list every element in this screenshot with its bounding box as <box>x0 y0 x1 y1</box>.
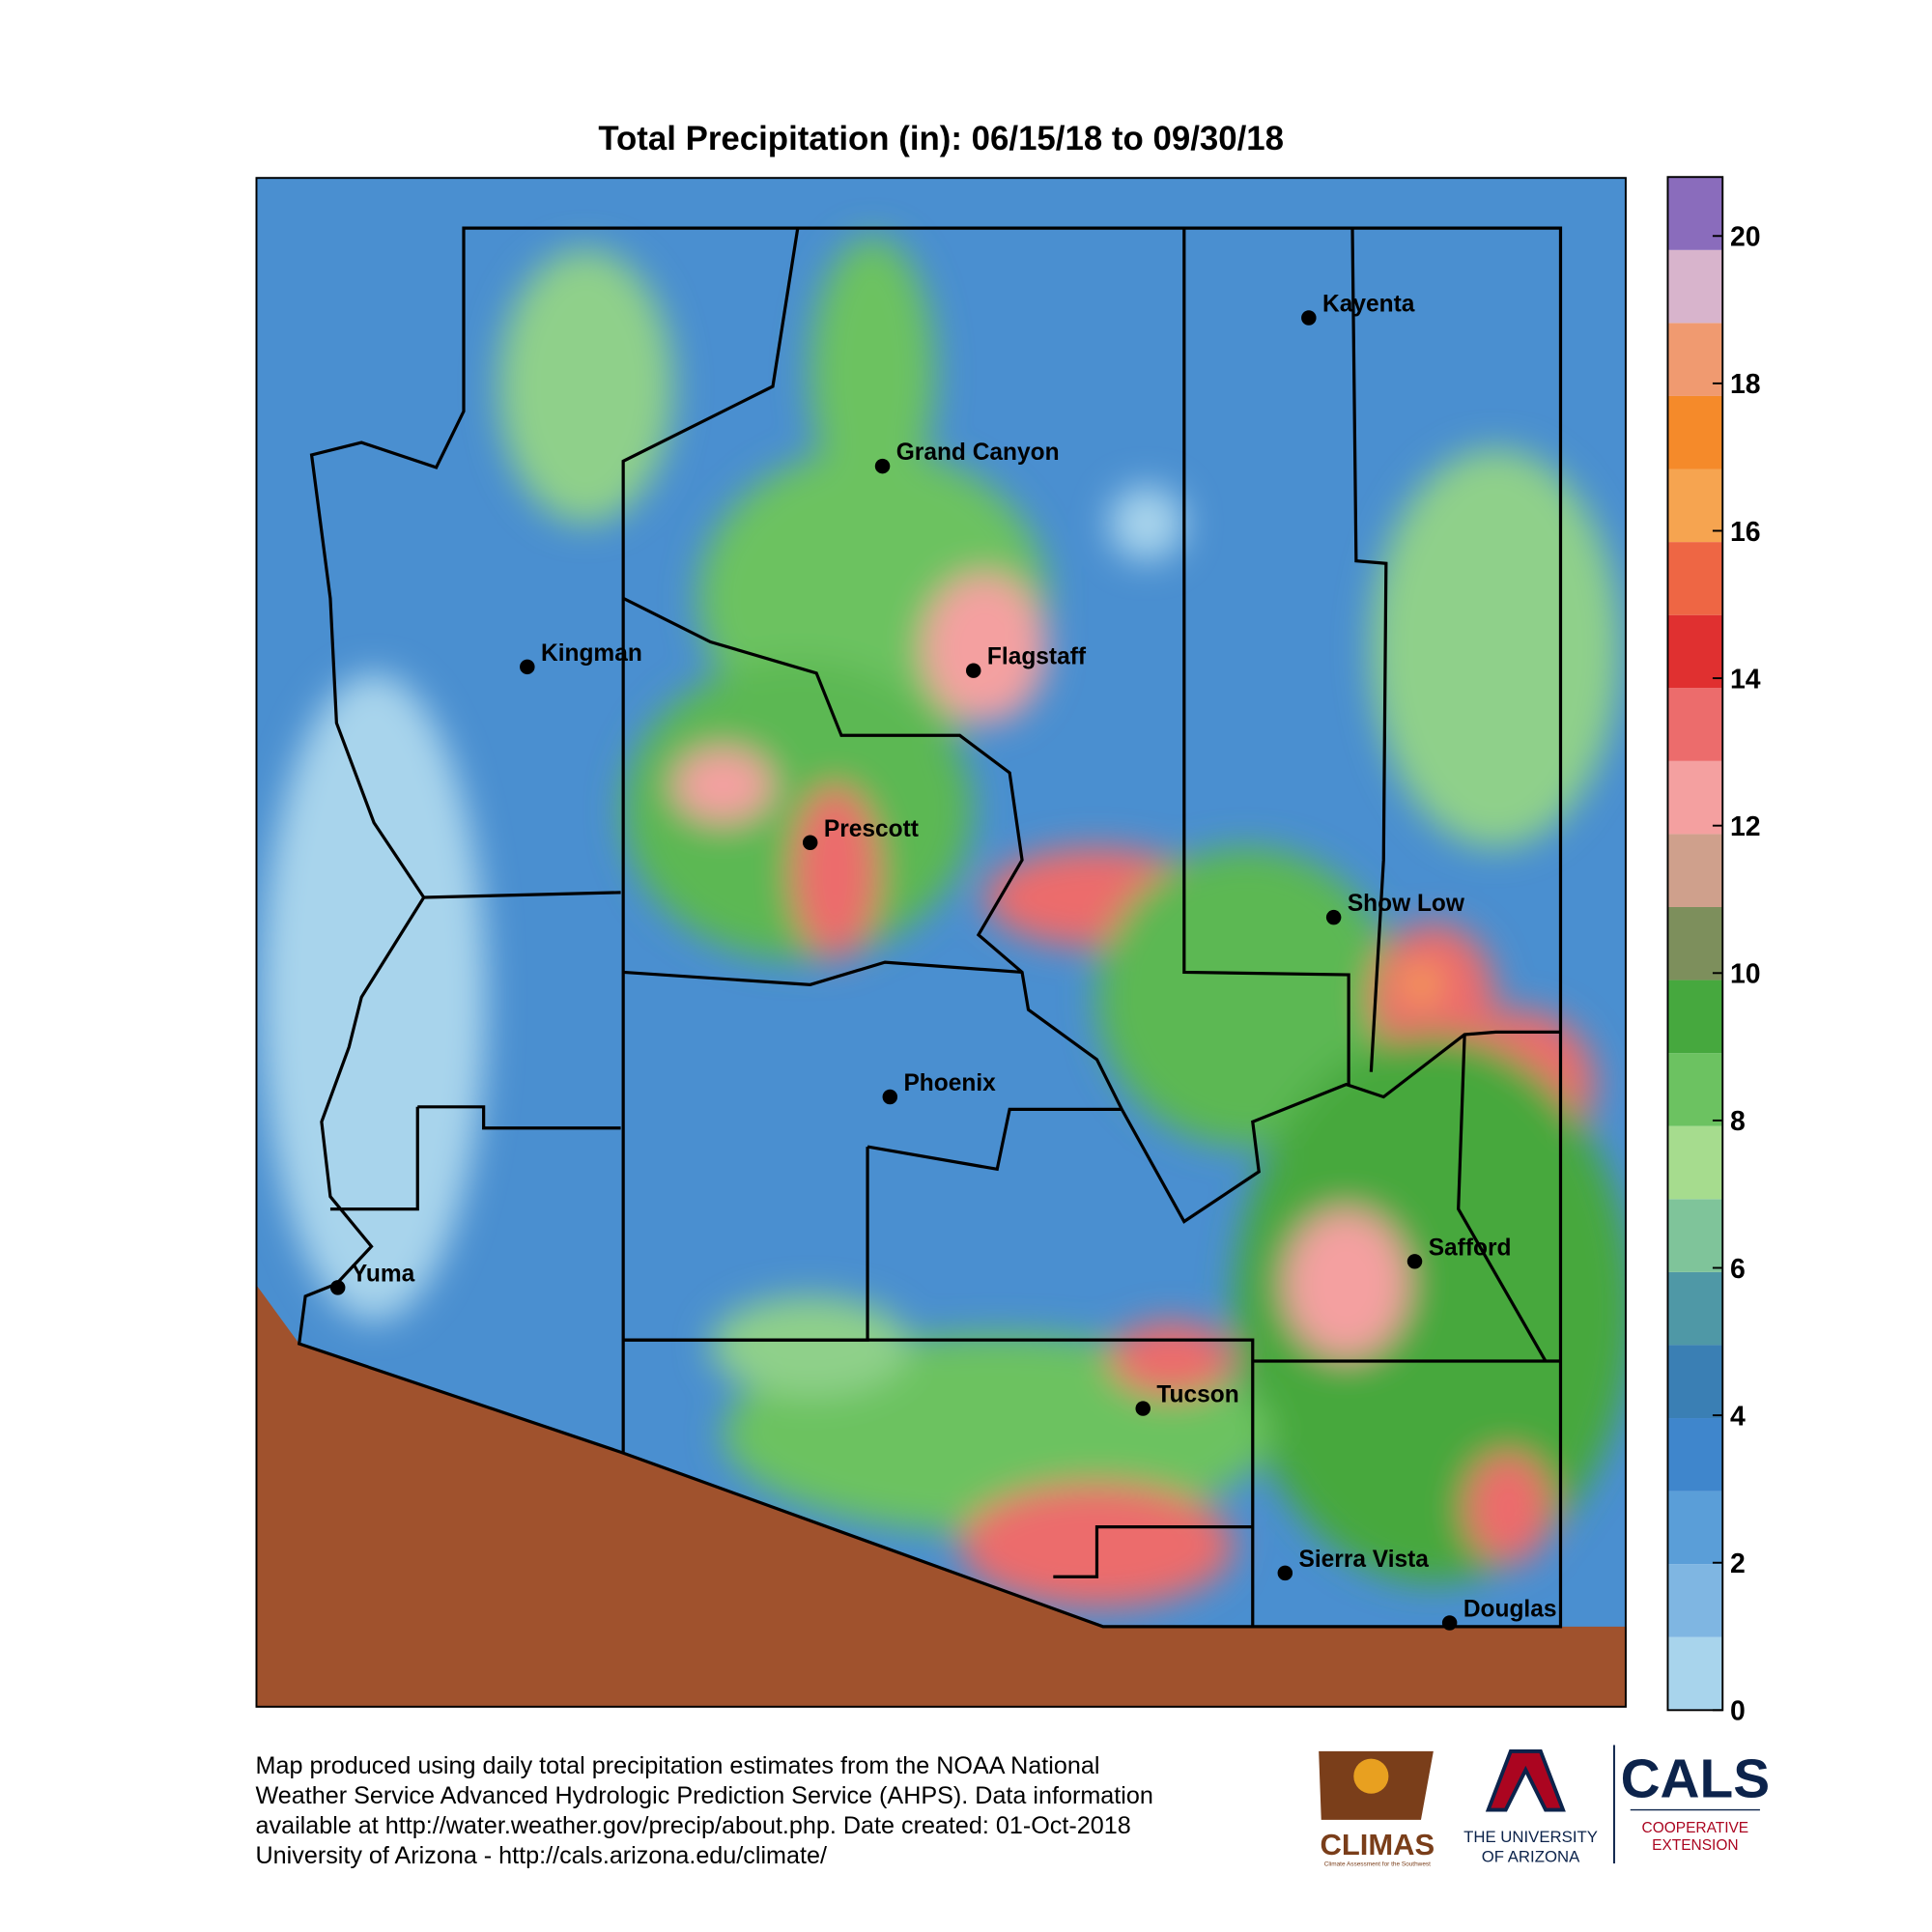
climas-name: CLIMAS <box>1320 1828 1435 1861</box>
city-dot <box>1441 1615 1458 1631</box>
city-dot <box>802 835 818 850</box>
map: Kayenta Grand Canyon Kingman Flagstaff Presc… <box>255 177 1627 1708</box>
colorbar-tick-label: 6 <box>1730 1254 1746 1285</box>
city-label: Prescott <box>824 816 919 842</box>
cities: Kayenta Grand Canyon Kingman Flagstaff Presc… <box>329 292 1557 1631</box>
city-dot <box>966 663 981 678</box>
cals: CALS <box>1621 1749 1771 1810</box>
ua-line-2: OF ARIZONA <box>1482 1848 1580 1866</box>
colorbar-band <box>1667 1491 1723 1565</box>
colorbar-tick-label: 14 <box>1730 664 1761 695</box>
county-lines <box>297 226 1563 1629</box>
cals-line-2: EXTENSION <box>1652 1837 1738 1854</box>
colorbar-band <box>1667 1564 1723 1637</box>
colorbar-tick-label: 12 <box>1730 811 1761 842</box>
colorbar-band <box>1667 1418 1723 1492</box>
colorbar-band <box>1667 1199 1723 1272</box>
city-label: Tucson <box>1156 1382 1238 1408</box>
city-label: Safford <box>1429 1235 1512 1261</box>
colorbar-band <box>1667 1053 1723 1126</box>
colorbar-band <box>1667 1125 1723 1200</box>
city-dot <box>520 659 535 675</box>
footer-line: Map produced using daily total precipita… <box>256 1752 1100 1779</box>
city-dot <box>1301 310 1317 326</box>
city-dot <box>1325 909 1342 925</box>
footer-line: Weather Service Advanced Hydrologic Pred… <box>256 1782 1153 1809</box>
colorbar-tick-label: 2 <box>1730 1548 1746 1579</box>
colorbar-band <box>1667 542 1723 615</box>
colorbar-tick-label: 10 <box>1730 959 1761 990</box>
city-label: Douglas <box>1463 1597 1557 1623</box>
colorbar-band <box>1667 177 1723 250</box>
ua-line-1: THE UNIVERSITY <box>1463 1828 1598 1846</box>
city-label: Kayenta <box>1322 292 1415 318</box>
city-label: Sierra Vista <box>1299 1547 1430 1573</box>
colorbar-tick-label: 4 <box>1730 1401 1746 1432</box>
logos: CLIMAS Climate Assessment for the Southw… <box>1319 1745 1771 1868</box>
cals-line-1: COOPERATIVE <box>1642 1820 1749 1836</box>
climas-sun <box>1353 1758 1389 1794</box>
city-label: Phoenix <box>903 1070 996 1096</box>
ua-logo <box>1485 1748 1566 1812</box>
outside-mexico <box>255 1284 1627 1708</box>
footer-line: available at http://water.weather.gov/pr… <box>256 1812 1131 1839</box>
city-dot <box>1277 1565 1293 1581</box>
city-dot <box>1135 1401 1151 1416</box>
colorbar-tick-label: 0 <box>1730 1696 1746 1727</box>
colorbar-band <box>1667 1271 1723 1346</box>
footer: Map produced using daily total precipita… <box>256 1752 1153 1869</box>
colorbar-band <box>1667 614 1723 689</box>
colorbar-band <box>1667 323 1723 396</box>
colorbar-band <box>1667 906 1723 980</box>
colorbar-band <box>1667 469 1723 543</box>
city-label: Flagstaff <box>987 644 1087 670</box>
colorbar-tick-label: 16 <box>1730 517 1761 548</box>
colorbar: 0 2 4 6 8 10 12 14 16 18 20 <box>1666 176 1761 1727</box>
city-dot <box>882 1089 898 1105</box>
city-label: Show Low <box>1348 891 1465 917</box>
colorbar-tick-label: 18 <box>1730 369 1761 400</box>
city-dot <box>329 1280 346 1295</box>
city-dot <box>1406 1254 1423 1269</box>
colorbar-band <box>1667 834 1723 907</box>
colorbar-frame <box>1666 176 1724 1712</box>
colorbar-tick-label: 8 <box>1730 1106 1746 1137</box>
city-dot <box>874 458 891 474</box>
colorbar-band <box>1667 1636 1723 1711</box>
colorbar-band <box>1667 249 1723 324</box>
city-label: Yuma <box>352 1261 415 1287</box>
colorbar-band <box>1667 980 1723 1054</box>
footer-line: University of Arizona - http://cals.ariz… <box>256 1842 827 1869</box>
colorbar-band <box>1667 395 1723 469</box>
colorbar-band <box>1667 688 1723 761</box>
colorbar-tick-label: 20 <box>1730 222 1761 253</box>
city-label: Kingman <box>541 640 642 667</box>
colorbar-band <box>1667 1345 1723 1419</box>
title: Total Precipitation (in): 06/15/18 to 09… <box>598 120 1284 157</box>
colorbar-band <box>1667 760 1723 835</box>
city-label: Grand Canyon <box>896 440 1060 466</box>
precip-field <box>261 237 1627 1608</box>
climas-sub: Climate Assessment for the Southwest <box>1324 1861 1431 1868</box>
